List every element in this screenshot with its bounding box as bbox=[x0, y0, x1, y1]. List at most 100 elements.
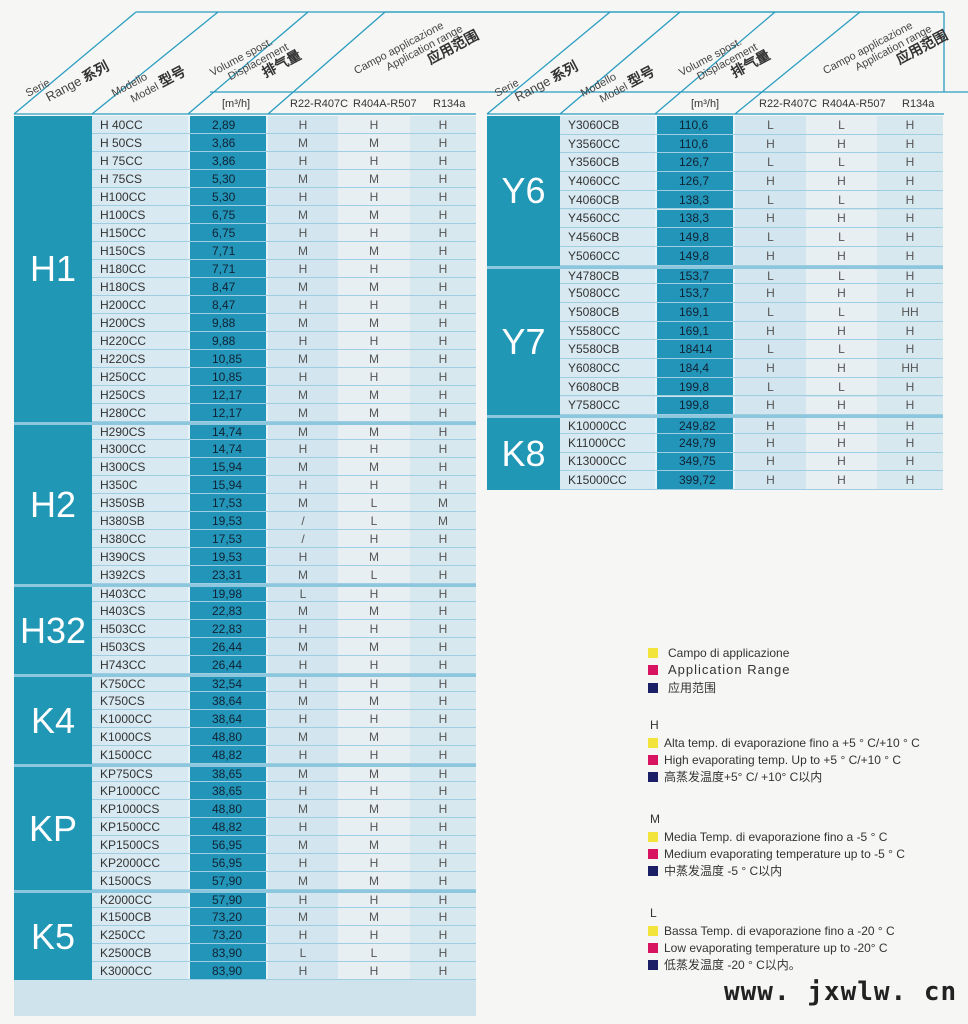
r404a-r507-cell: M bbox=[338, 800, 410, 817]
table-row: KP750CS 38,65 M M H bbox=[92, 764, 476, 782]
legend-title-cn: 应用范围 bbox=[648, 681, 716, 695]
table-row: Y5060CC 149,8 H H H bbox=[560, 246, 943, 266]
r404a-r507-cell: H bbox=[338, 818, 410, 835]
displacement-cell: 149,8 bbox=[655, 228, 735, 246]
table-row: H250CC 10,85 H H H bbox=[92, 368, 476, 386]
model-cell: H 50CS bbox=[92, 134, 188, 151]
model-cell: K15000CC bbox=[560, 471, 655, 489]
displacement-cell: 23,31 bbox=[188, 566, 268, 583]
r134a-cell: H bbox=[410, 728, 476, 745]
displacement-cell: 6,75 bbox=[188, 224, 268, 241]
r134a-cell: H bbox=[410, 134, 476, 151]
r404a-r507-cell: H bbox=[338, 893, 410, 907]
model-cell: H403CC bbox=[92, 587, 188, 601]
r134a-cell: H bbox=[410, 350, 476, 367]
legend-text: Bassa Temp. di evaporazione fino a -20 °… bbox=[664, 924, 895, 938]
r134a-cell: H bbox=[410, 746, 476, 763]
r404a-r507-cell: H bbox=[338, 854, 410, 871]
r134a-cell: H bbox=[877, 433, 943, 452]
r22-r407c-cell: H bbox=[268, 116, 338, 133]
table-row: H250CS 12,17 M M H bbox=[92, 386, 476, 404]
table-row: Y5580CB 18414 L L H bbox=[560, 340, 943, 360]
magenta-square-icon bbox=[648, 849, 658, 859]
displacement-cell: 3,86 bbox=[188, 152, 268, 169]
r22-r407c-cell: M bbox=[268, 350, 338, 367]
legend-text: 中蒸发温度 -5 ° C以内 bbox=[664, 864, 783, 878]
r404a-r507-cell: M bbox=[338, 728, 410, 745]
r134a-cell: H bbox=[410, 944, 476, 961]
r22-r407c-cell: H bbox=[735, 452, 806, 471]
displacement-cell: 9,88 bbox=[188, 314, 268, 331]
legend-item: 高蒸发温度+5° C/ +10° C以内 bbox=[648, 770, 822, 784]
r22-r407c-cell: H bbox=[268, 548, 338, 565]
model-cell: K3000CC bbox=[92, 962, 188, 979]
displacement-cell: 126,7 bbox=[655, 153, 735, 172]
r22-r407c-cell: H bbox=[268, 818, 338, 835]
r404a-r507-cell: M bbox=[338, 908, 410, 925]
r404a-r507-cell: H bbox=[338, 476, 410, 493]
r22-r407c-cell: M bbox=[268, 404, 338, 421]
r134a-cell: H bbox=[410, 620, 476, 637]
r22-r407c-cell: M bbox=[268, 872, 338, 889]
r22-r407c-cell: M bbox=[268, 314, 338, 331]
series-name: Y7 bbox=[501, 320, 546, 362]
r404a-r507-cell: H bbox=[338, 152, 410, 169]
r134a-cell: H bbox=[410, 656, 476, 673]
r404a-r507-cell: M bbox=[338, 458, 410, 475]
r22-r407c-cell: H bbox=[735, 396, 806, 415]
legend-item: 低蒸发温度 -20 ° C以内。 bbox=[648, 958, 801, 972]
r134a-cell: H bbox=[877, 190, 943, 209]
table-row: H380SB 19,53/L M bbox=[92, 512, 476, 530]
table-row: K13000CC 349,75 H H H bbox=[560, 452, 943, 472]
table-row: Y6080CB 199,8 L L H bbox=[560, 377, 943, 397]
table-row: Y3560CB 126,7 L L H bbox=[560, 153, 943, 173]
table-row: H403CC 19,98 L H H bbox=[92, 584, 476, 602]
table-row: K1500CC 48,82 H H H bbox=[92, 746, 476, 764]
series-name: K5 bbox=[30, 915, 76, 957]
r404a-r507-cell: L bbox=[338, 944, 410, 961]
series-name: K8 bbox=[501, 433, 546, 475]
legend-text: Low evaporating temperature up to -20° C bbox=[664, 941, 888, 955]
r134a-cell: H bbox=[877, 116, 943, 134]
legend-title-it: Campo di applicazione bbox=[648, 646, 789, 660]
model-cell: Y3560CC bbox=[560, 134, 655, 153]
r134a-cell: H bbox=[410, 458, 476, 475]
r134a-cell: H bbox=[410, 188, 476, 205]
r134a-cell: H bbox=[410, 368, 476, 385]
r404a-r507-cell: H bbox=[338, 296, 410, 313]
navy-square-icon bbox=[648, 960, 658, 970]
model-cell: H200CS bbox=[92, 314, 188, 331]
model-cell: Y5080CC bbox=[560, 284, 655, 302]
displacement-cell: 6,75 bbox=[188, 206, 268, 223]
r134a-cell: H bbox=[410, 782, 476, 799]
r22-r407c-cell: H bbox=[268, 188, 338, 205]
r134a-cell: H bbox=[410, 836, 476, 853]
table-row: KP1500CS 56,95 M M H bbox=[92, 836, 476, 854]
legend-text: Medium evaporating temperature up to -5 … bbox=[664, 847, 905, 861]
r404a-r507-cell: M bbox=[338, 350, 410, 367]
r404a-r507-cell: H bbox=[338, 746, 410, 763]
displacement-cell: 14,74 bbox=[188, 440, 268, 457]
r22-r407c-cell: H bbox=[268, 152, 338, 169]
r134a-cell: HH bbox=[877, 359, 943, 377]
displacement-cell: 169,1 bbox=[655, 303, 735, 321]
r22-r407c-cell: H bbox=[268, 710, 338, 727]
r22-r407c-cell: M bbox=[268, 425, 338, 439]
r404a-r507-cell: H bbox=[806, 433, 877, 452]
series-name: KP bbox=[28, 807, 78, 849]
r134a-cell: H bbox=[877, 246, 943, 265]
table-row: H 50CS 3,86 M M H bbox=[92, 134, 476, 152]
displacement-cell: 38,64 bbox=[188, 710, 268, 727]
displacement-cell: 22,83 bbox=[188, 602, 268, 619]
model-cell: H280CC bbox=[92, 404, 188, 421]
displacement-cell: 8,47 bbox=[188, 278, 268, 295]
table-row: H290CS 14,74 M M H bbox=[92, 422, 476, 440]
series-name: H1 bbox=[29, 248, 77, 289]
legend-text: Media Temp. di evaporazione fino a -5 ° … bbox=[664, 830, 888, 844]
r404a-r507-cell: H bbox=[806, 172, 877, 190]
table-row: H 75CS 5,30 M M H bbox=[92, 170, 476, 188]
model-cell: Y7580CC bbox=[560, 396, 655, 415]
model-cell: Y6080CB bbox=[560, 377, 655, 396]
table-row: H350C 15,94 H H H bbox=[92, 476, 476, 494]
displacement-cell: 22,83 bbox=[188, 620, 268, 637]
